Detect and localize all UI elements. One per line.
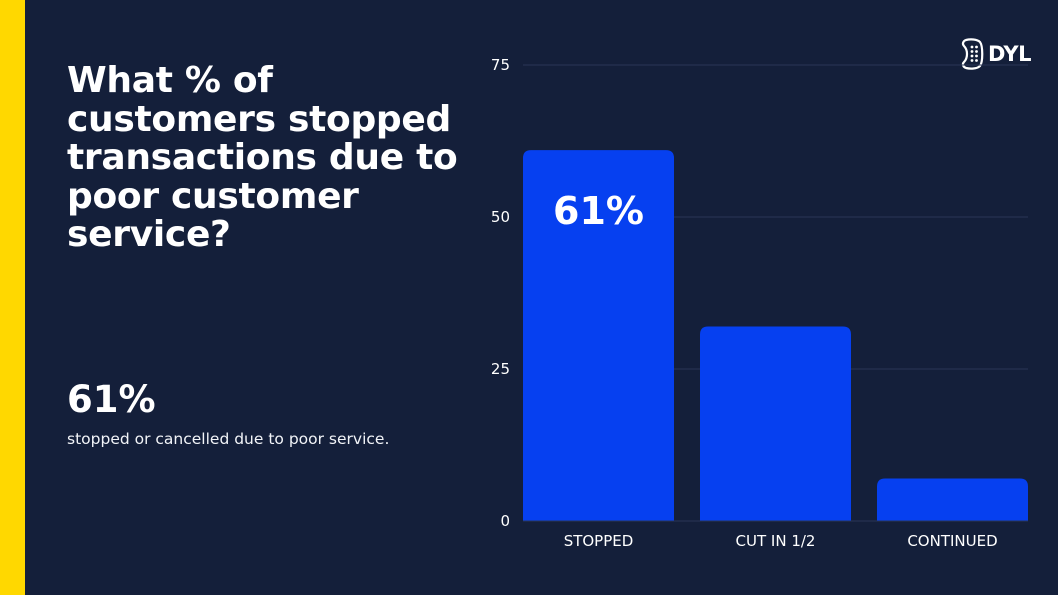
stat-value: 61% — [67, 378, 156, 421]
y-tick-label: 50 — [491, 208, 510, 226]
x-category-label: STOPPED — [564, 532, 634, 550]
accent-bar — [0, 0, 25, 595]
slide-question: What % of customers stopped transactions… — [67, 60, 458, 255]
x-category-label: CONTINUED — [907, 532, 997, 550]
bar-stopped — [523, 150, 674, 521]
bars-layer: 61% — [523, 150, 1028, 521]
bar-data-label: 61% — [553, 189, 644, 233]
bar-cut-in-1-2 — [700, 326, 851, 521]
bar-continued — [877, 478, 1028, 521]
phone-keypad-icon — [961, 38, 984, 70]
y-axis: 0 25 50 75 — [491, 56, 510, 530]
stat-caption: stopped or cancelled due to poor service… — [67, 430, 390, 448]
y-tick-label: 25 — [491, 360, 510, 378]
dyl-logo: DYL — [960, 38, 1032, 70]
y-tick-label: 75 — [491, 56, 510, 74]
x-axis: STOPPED CUT IN 1/2 CONTINUED — [564, 532, 998, 550]
logo-text: DYL — [988, 42, 1032, 66]
x-category-label: CUT IN 1/2 — [736, 532, 816, 550]
y-tick-label: 0 — [500, 512, 510, 530]
